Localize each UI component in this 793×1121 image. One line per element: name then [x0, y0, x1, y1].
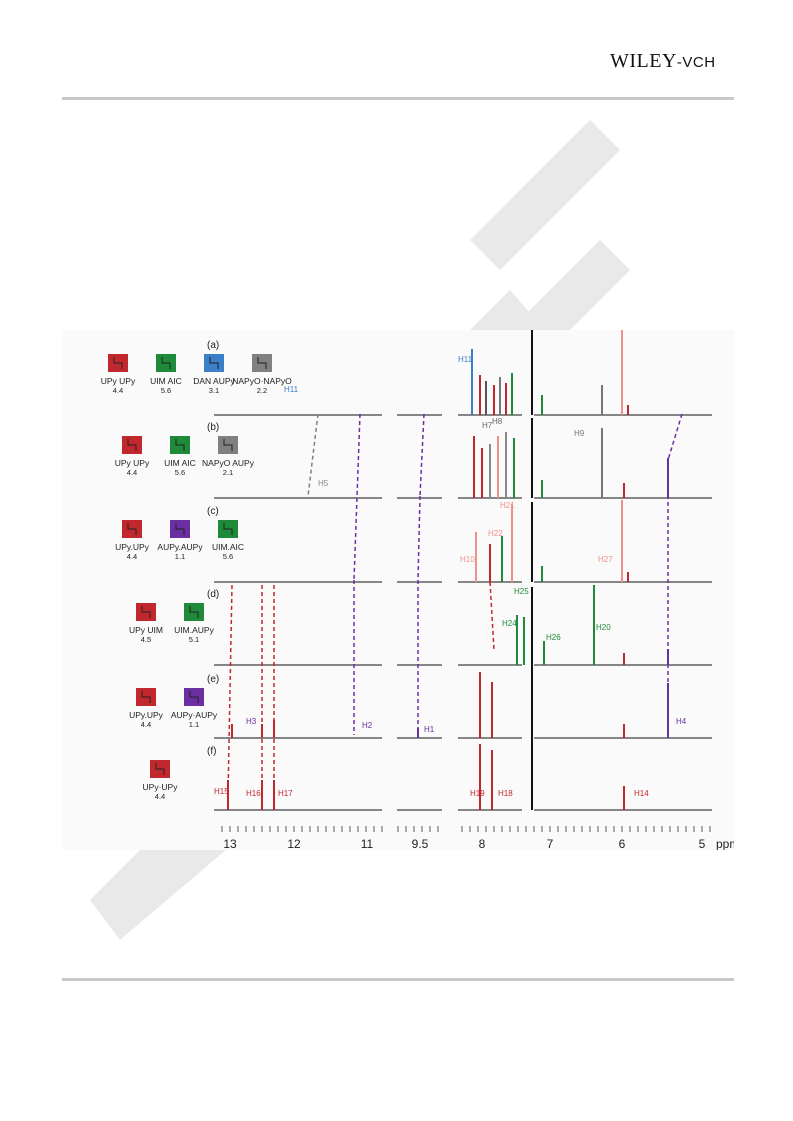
legend-label: UIM AIC [164, 458, 196, 468]
header-rule [62, 97, 734, 100]
legend-value: 5.6 [223, 552, 233, 561]
legend-notch [175, 523, 185, 535]
peak-label: H15 [214, 787, 229, 796]
legend-notch [161, 357, 171, 369]
legend-notch [223, 439, 233, 451]
peak-label: H21 [500, 501, 515, 510]
peak-label: H22 [488, 529, 503, 538]
publisher-sub: -VCH [676, 54, 716, 71]
peak-label: H10 [460, 555, 475, 564]
legend-label: UIM.AIC [212, 542, 244, 552]
axis-tick-label: 5 [699, 837, 706, 850]
legend-value: 4.4 [113, 386, 123, 395]
correlation-line [489, 581, 495, 651]
peak-label: H24 [502, 619, 517, 628]
legend-label: AUPy·AUPy [171, 710, 218, 720]
peak-label: H19 [470, 789, 485, 798]
legend-value: 5.6 [175, 468, 185, 477]
panel-label: (e) [207, 674, 219, 685]
axis-unit: ppm [716, 837, 734, 850]
peak-label: H7 [482, 421, 493, 430]
publisher-main: WILEY [610, 50, 677, 72]
legend-value: 2.2 [257, 386, 267, 395]
axis-tick-label: 9.5 [412, 837, 429, 850]
panel-label: (d) [207, 589, 219, 600]
legend-label: UPy·UPy [143, 782, 179, 792]
legend-label: NAPyO·NAPyO [232, 376, 292, 386]
axis-tick-label: 6 [619, 837, 626, 850]
legend-notch [141, 691, 151, 703]
peak-label: H3 [246, 717, 257, 726]
legend-notch [141, 606, 151, 618]
legend-value: 5.6 [161, 386, 171, 395]
axis-tick-label: 13 [223, 837, 237, 850]
panel-label: (f) [207, 746, 216, 757]
panel-label: (b) [207, 422, 219, 433]
legend-label: UPy UPy [115, 458, 150, 468]
legend-label: UPy UPy [101, 376, 136, 386]
peak-label: H14 [634, 789, 649, 798]
legend-value: 4.4 [127, 468, 137, 477]
legend-notch [209, 357, 219, 369]
peak-label: H11 [458, 355, 473, 364]
legend-notch [155, 763, 165, 775]
panel-label: (a) [207, 340, 219, 351]
peak-label: H27 [598, 555, 613, 564]
peak-label: H8 [492, 417, 503, 426]
header-logo: WILEY-VCH [610, 50, 716, 73]
axis-tick-label: 7 [547, 837, 554, 850]
correlation-line [353, 413, 361, 581]
legend-label: UPy.UPy [129, 710, 164, 720]
legend-label: DAN AUPy [193, 376, 235, 386]
correlation-line [417, 495, 421, 581]
legend-value: 1.1 [175, 552, 185, 561]
legend-label: UPy.UPy [115, 542, 150, 552]
correlation-line [227, 584, 233, 797]
peak-label: H16 [246, 789, 261, 798]
correlation-line [419, 413, 425, 497]
legend-notch [223, 523, 233, 535]
peak-label: H1 [424, 725, 435, 734]
footer-rule [62, 978, 734, 981]
legend-value: 4.4 [127, 552, 137, 561]
legend-label: UIM AIC [150, 376, 182, 386]
panel-label: (c) [207, 506, 219, 517]
peak-label: H4 [676, 717, 687, 726]
nmr-figure: (a) UPy UPy 4.4 UIM AIC 5.6 DAN AUPy 3.1 NAPyO·… [62, 330, 739, 851]
legend-notch [189, 691, 199, 703]
correlation-line [667, 413, 683, 461]
legend-value: 5.1 [189, 635, 199, 644]
peak-label: H26 [546, 633, 561, 642]
peak-label: H25 [514, 587, 529, 596]
peak-label: H11 [284, 385, 299, 394]
legend-value: 4.4 [141, 720, 151, 729]
peak-label: H20 [596, 623, 611, 632]
legend-notch [175, 439, 185, 451]
peak-label: H5 [318, 479, 329, 488]
legend-value: 2.1 [223, 468, 233, 477]
axis-tick-label: 12 [287, 837, 301, 850]
legend-label: UIM.AUPy [174, 625, 214, 635]
legend-notch [257, 357, 267, 369]
legend-value: 3.1 [209, 386, 219, 395]
peak-label: H18 [498, 789, 513, 798]
legend-label: AUPy.AUPy [157, 542, 203, 552]
peak-label: H9 [574, 429, 585, 438]
axis-tick-label: 11 [361, 837, 374, 850]
legend-notch [127, 523, 137, 535]
peak-label: H2 [362, 721, 373, 730]
legend-notch [113, 357, 123, 369]
legend-value: 1.1 [189, 720, 199, 729]
peak-label: H17 [278, 789, 293, 798]
axis-tick-label: 8 [479, 837, 486, 850]
legend-label: NAPyO AUPy [202, 458, 255, 468]
legend-notch [127, 439, 137, 451]
legend-label: UPy UIM [129, 625, 163, 635]
correlation-line [307, 413, 319, 497]
legend-value: 4.4 [155, 792, 165, 801]
legend-value: 4.5 [141, 635, 151, 644]
legend-notch [189, 606, 199, 618]
